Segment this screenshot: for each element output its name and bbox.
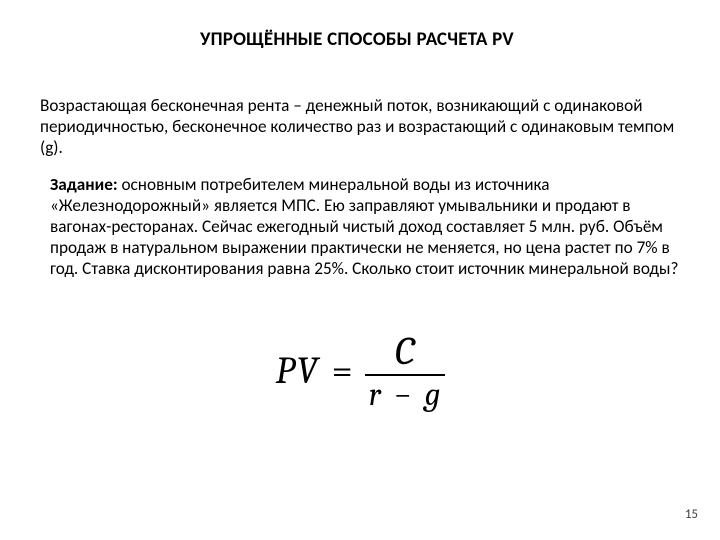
task-label: Задание: (50, 174, 118, 195)
definition-paragraph: Возрастающая бесконечная рента – денежны… (40, 95, 690, 158)
formula-denom-left: r (369, 376, 381, 413)
page-number: 15 (685, 507, 698, 522)
slide: УПРОЩЁННЫЕ СПОСОБЫ РАСЧЕТА PV Возрастающ… (0, 0, 720, 540)
task-paragraph: Задание: основным потребителем минеральн… (50, 174, 680, 279)
formula-denom-right: g (425, 376, 441, 413)
formula-equals: = (332, 349, 353, 393)
formula-numerator: C (365, 330, 445, 374)
formula-pv: PV = C r − g (0, 330, 720, 412)
slide-title: УПРОЩЁННЫЕ СПОСОБЫ РАСЧЕТА PV (200, 28, 580, 52)
formula-lhs: PV (275, 349, 319, 393)
formula-fraction: C r − g (365, 330, 445, 412)
task-text: основным потребителем минеральной воды и… (50, 174, 678, 279)
formula-denom-op: − (388, 376, 418, 413)
formula-denominator: r − g (369, 376, 441, 412)
